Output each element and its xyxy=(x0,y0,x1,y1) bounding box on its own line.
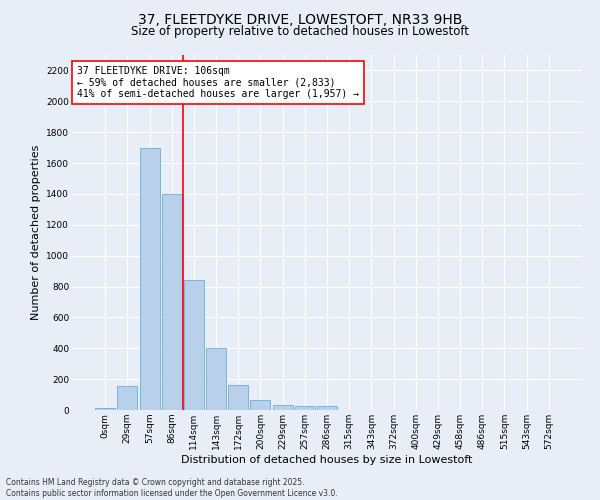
Text: 37 FLEETDYKE DRIVE: 106sqm
← 59% of detached houses are smaller (2,833)
41% of s: 37 FLEETDYKE DRIVE: 106sqm ← 59% of deta… xyxy=(77,66,359,99)
Bar xyxy=(206,348,226,410)
Bar xyxy=(295,406,315,410)
Bar xyxy=(250,400,271,410)
Y-axis label: Number of detached properties: Number of detached properties xyxy=(31,145,41,320)
Text: Size of property relative to detached houses in Lowestoft: Size of property relative to detached ho… xyxy=(131,25,469,38)
Bar xyxy=(184,280,204,410)
Bar xyxy=(228,384,248,410)
Bar xyxy=(95,408,115,410)
Bar xyxy=(162,194,182,410)
Bar xyxy=(272,404,293,410)
Bar xyxy=(140,148,160,410)
Bar xyxy=(317,406,337,410)
Text: 37, FLEETDYKE DRIVE, LOWESTOFT, NR33 9HB: 37, FLEETDYKE DRIVE, LOWESTOFT, NR33 9HB xyxy=(138,12,462,26)
Text: Contains HM Land Registry data © Crown copyright and database right 2025.
Contai: Contains HM Land Registry data © Crown c… xyxy=(6,478,338,498)
X-axis label: Distribution of detached houses by size in Lowestoft: Distribution of detached houses by size … xyxy=(181,454,473,464)
Bar xyxy=(118,386,137,410)
